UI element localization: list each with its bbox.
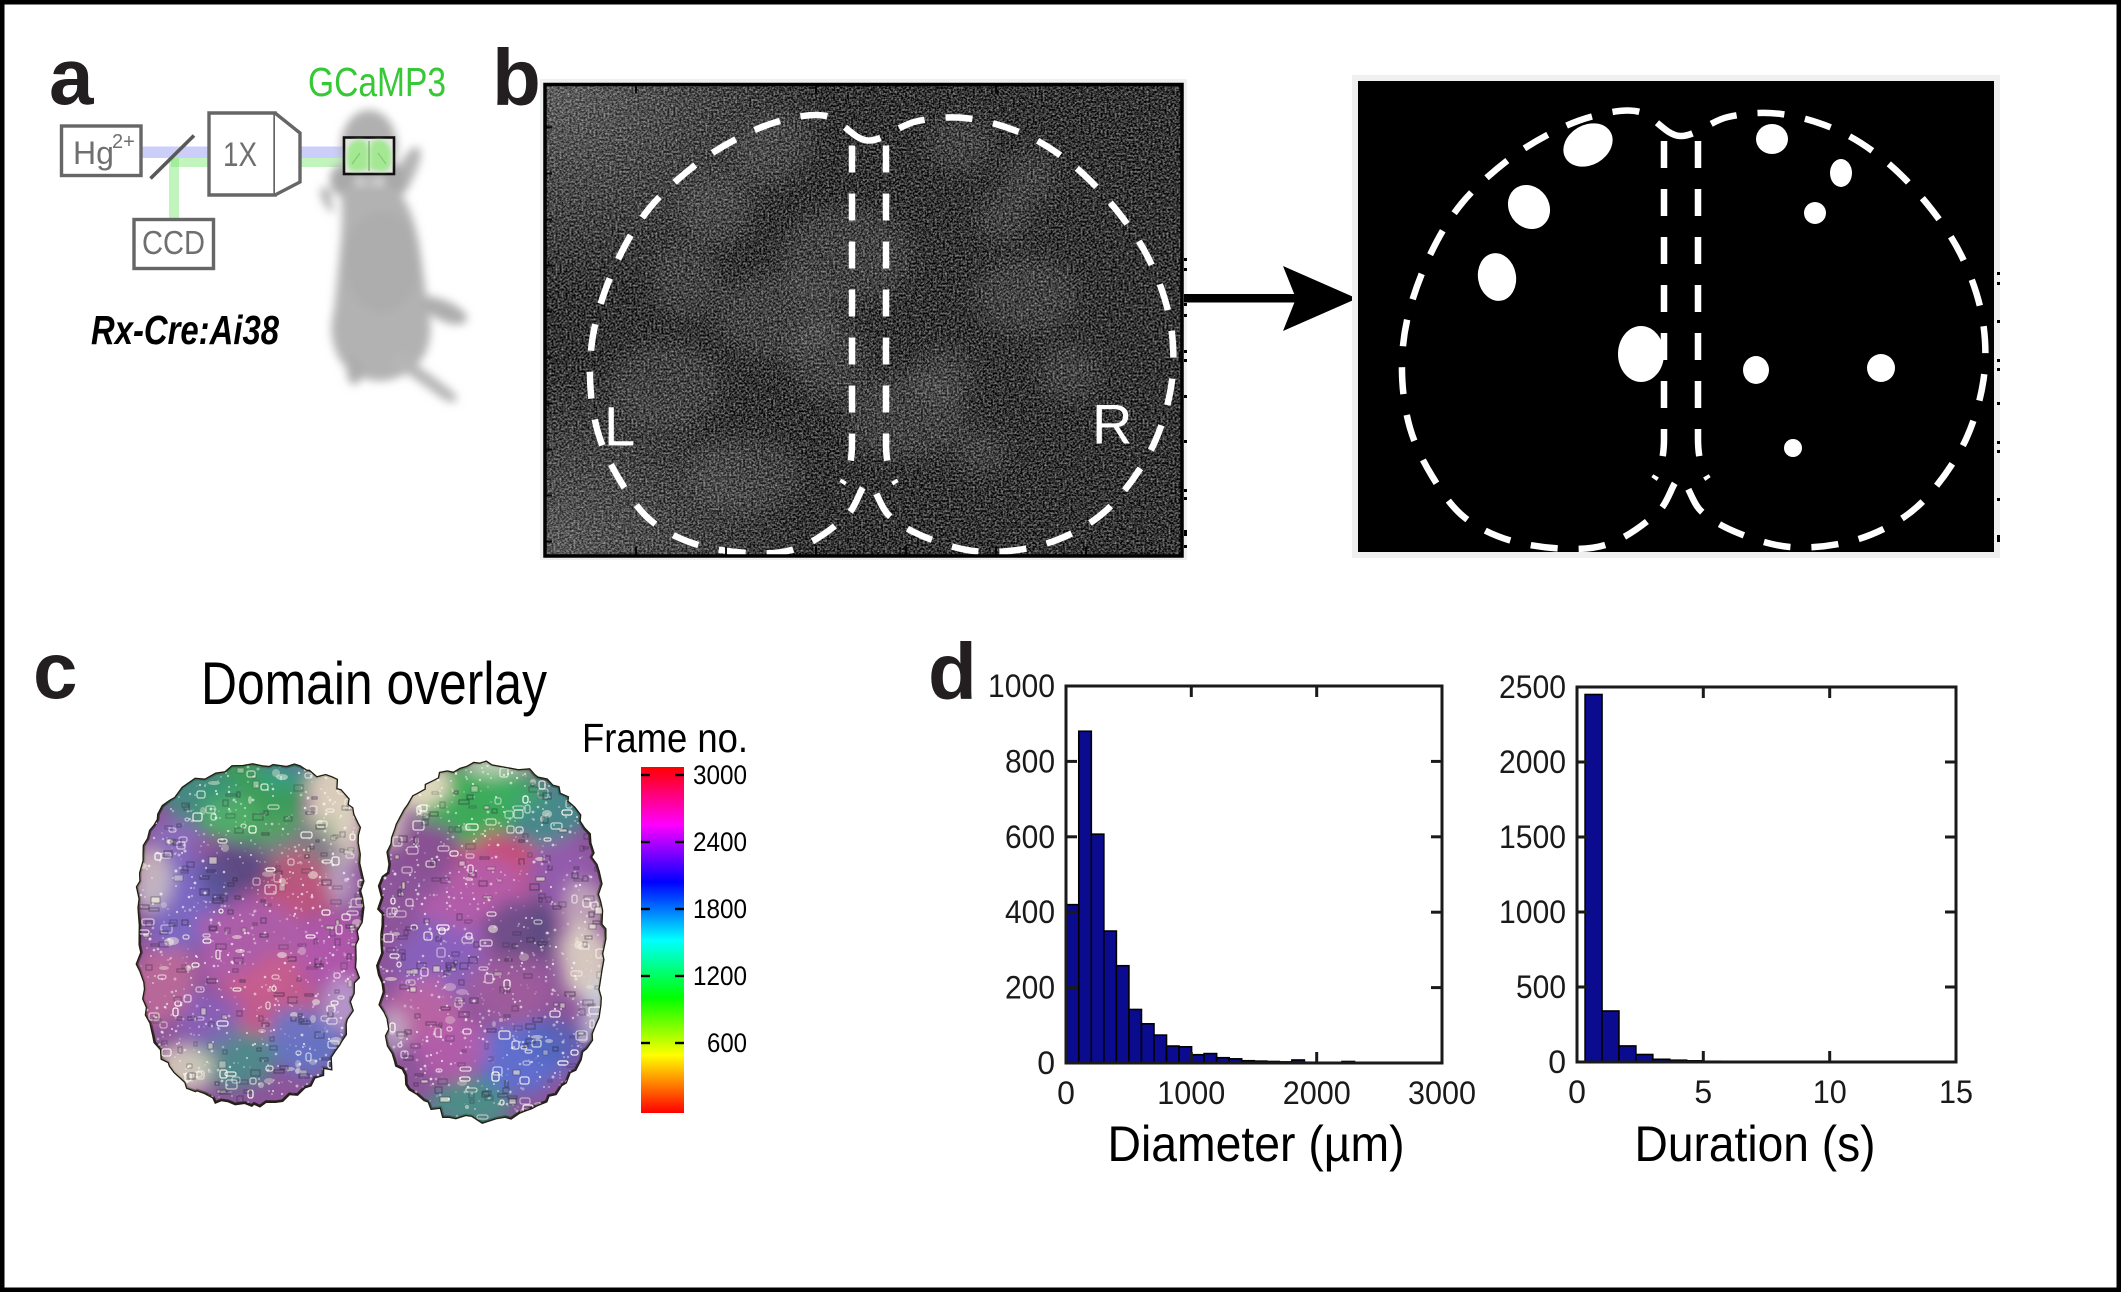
svg-text:c: c [33,626,78,715]
svg-text:Hg: Hg [73,135,114,171]
svg-text:L: L [604,395,635,458]
svg-text:Rx-Cre:Ai38: Rx-Cre:Ai38 [91,307,279,353]
svg-text:1000: 1000 [1499,894,1566,930]
svg-text:3000: 3000 [693,760,747,790]
svg-text:0: 0 [1037,1045,1055,1081]
svg-text:0: 0 [1568,1074,1586,1110]
svg-text:600: 600 [707,1028,747,1058]
svg-text:GCaMP3: GCaMP3 [308,59,446,105]
svg-text:1X: 1X [223,136,257,174]
svg-text:d: d [928,627,977,716]
svg-text:1000: 1000 [988,668,1055,704]
svg-text:400: 400 [1005,894,1055,930]
svg-text:Frame no.: Frame no. [582,715,748,761]
svg-text:3000: 3000 [1408,1075,1476,1111]
svg-text:1200: 1200 [693,961,747,991]
svg-text:1500: 1500 [1499,819,1566,855]
svg-text:a: a [49,32,94,121]
svg-text:2500: 2500 [1499,669,1566,705]
svg-text:1800: 1800 [693,894,747,924]
svg-text:600: 600 [1005,819,1055,855]
svg-text:2+: 2+ [112,131,135,153]
svg-text:15: 15 [1939,1074,1973,1110]
svg-text:b: b [492,33,541,122]
svg-text:2400: 2400 [693,827,747,857]
svg-text:800: 800 [1005,743,1055,779]
svg-text:2000: 2000 [1283,1075,1351,1111]
svg-text:R: R [1092,393,1132,456]
svg-text:5: 5 [1694,1074,1712,1110]
svg-text:Diameter (µm): Diameter (µm) [1108,1116,1405,1172]
svg-text:CCD: CCD [142,224,205,261]
svg-text:200: 200 [1005,970,1055,1006]
svg-text:500: 500 [1516,969,1566,1005]
svg-text:0: 0 [1057,1075,1075,1111]
svg-text:1000: 1000 [1157,1075,1225,1111]
svg-text:0: 0 [1548,1044,1566,1080]
svg-text:Duration (s): Duration (s) [1635,1116,1876,1172]
svg-text:2000: 2000 [1499,744,1566,780]
svg-text:10: 10 [1813,1074,1847,1110]
svg-text:Domain overlay: Domain overlay [201,650,547,717]
